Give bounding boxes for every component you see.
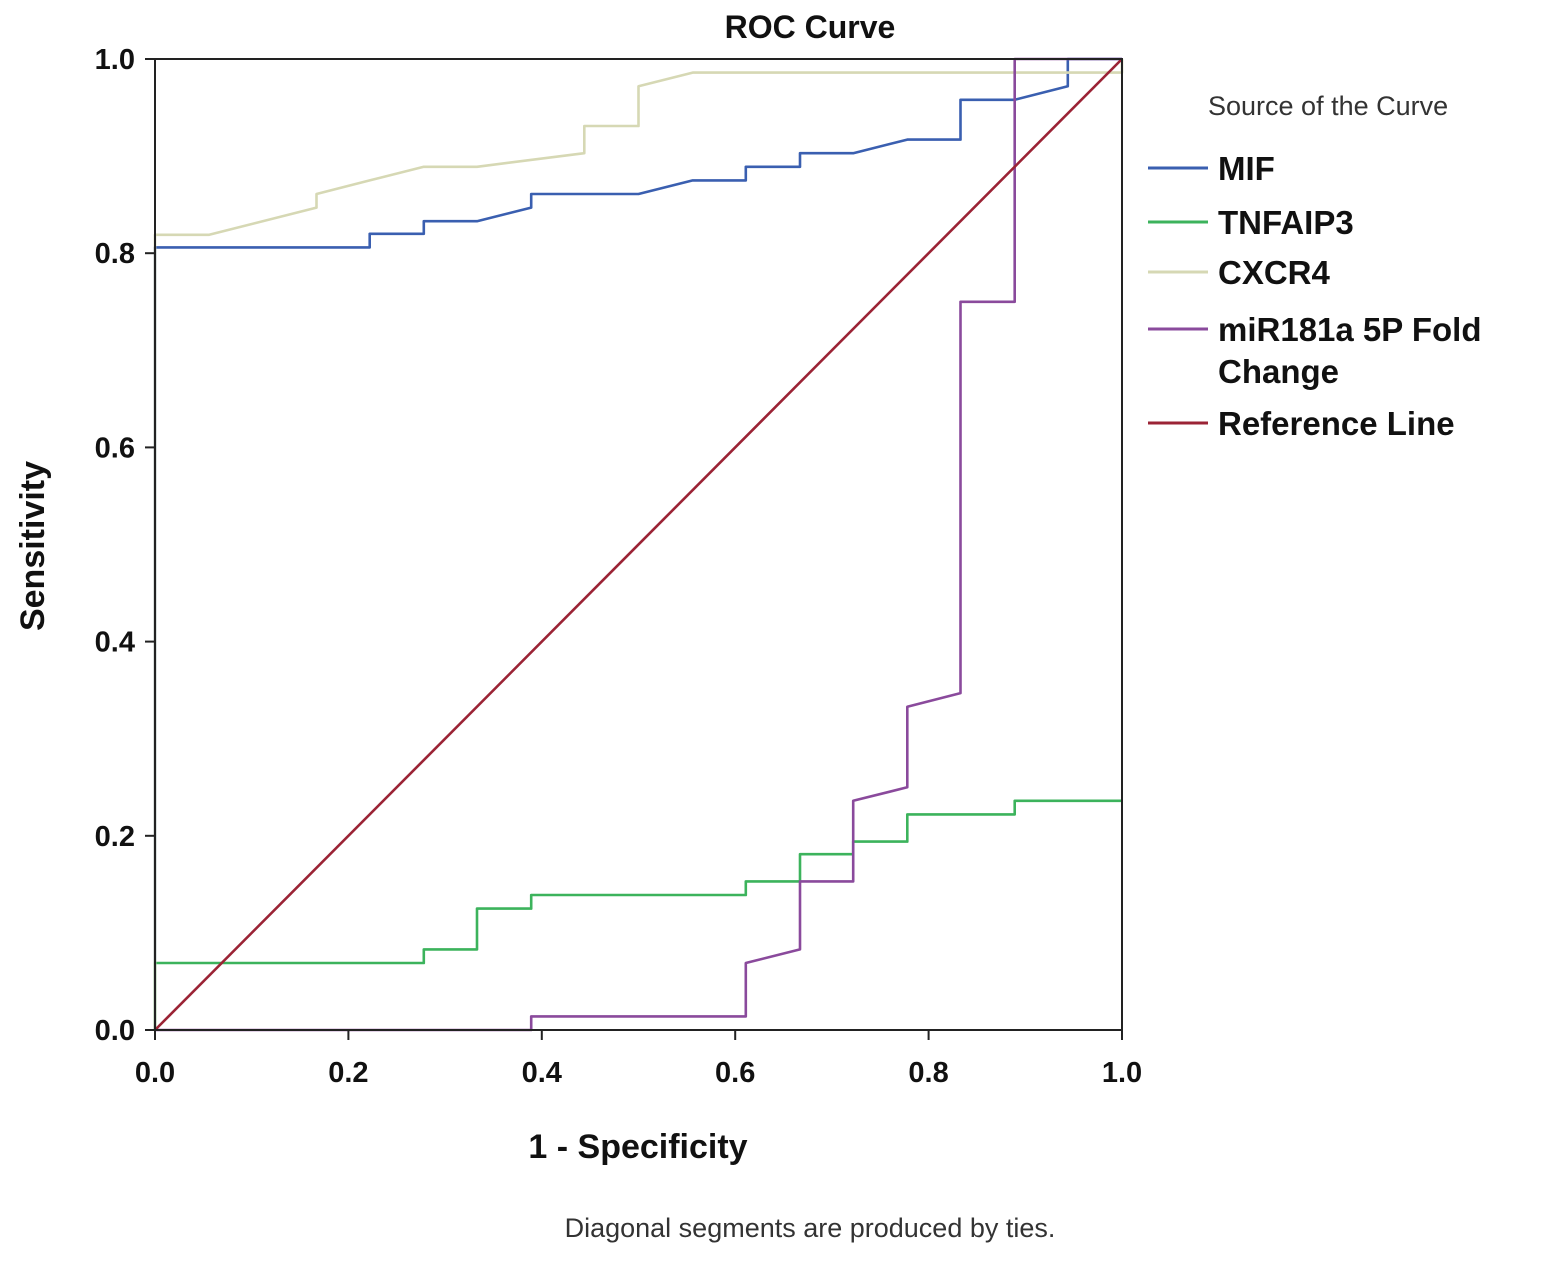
legend-items: MIF TNFAIP3 CXCR4 miR181a 5P Fold Change Refe…: [1148, 150, 1482, 442]
x-tick-label: 0.8: [908, 1057, 948, 1089]
legend-label-mif: MIF: [1218, 150, 1275, 187]
x-tick-label: 0.4: [522, 1057, 562, 1089]
y-tick-label: 0.0: [95, 1015, 135, 1047]
plot-frame: [154, 58, 1123, 1031]
x-tick-label: 1.0: [1102, 1057, 1142, 1089]
legend-label-reference-line: Reference Line: [1218, 405, 1455, 442]
y-axis-ticks: 0.0 0.2 0.4 0.6 0.8 1.0: [95, 44, 155, 1047]
y-tick-label: 0.2: [95, 821, 135, 853]
legend-label-mir181a-5p-fold-change: miR181a 5P Fold Change: [1218, 311, 1482, 390]
series-layer: [153, 57, 1124, 1032]
x-axis-ticks: 0.0 0.2 0.4 0.6 0.8 1.0: [135, 1030, 1142, 1089]
series-line-reference-line: [154, 58, 1123, 1031]
series-line-mif: [153, 57, 1122, 1030]
chart-title: ROC Curve: [725, 9, 896, 45]
legend-title: Source of the Curve: [1208, 91, 1448, 121]
y-axis-label: Sensitivity: [14, 461, 52, 631]
y-tick-label: 0.4: [95, 627, 135, 659]
series-line-cxcr4: [153, 59, 1124, 1030]
x-tick-label: 0.6: [715, 1057, 755, 1089]
x-axis-label: 1 - Specificity: [528, 1128, 747, 1166]
legend: Source of the Curve MIF TNFAIP3 CXCR4 miR18…: [1148, 91, 1482, 442]
legend-label-tnfaip3: TNFAIP3: [1218, 204, 1354, 241]
legend-label-cxcr4: CXCR4: [1218, 254, 1331, 291]
series-line-tnfaip3: [153, 799, 1122, 1030]
y-tick-label: 1.0: [95, 44, 135, 76]
series-line-mir181a-5p-fold-change: [155, 57, 1122, 1032]
y-tick-label: 0.8: [95, 238, 135, 270]
y-tick-label: 0.6: [95, 432, 135, 464]
x-tick-label: 0.0: [135, 1057, 175, 1089]
x-tick-label: 0.2: [328, 1057, 368, 1089]
footnote: Diagonal segments are produced by ties.: [565, 1213, 1056, 1243]
